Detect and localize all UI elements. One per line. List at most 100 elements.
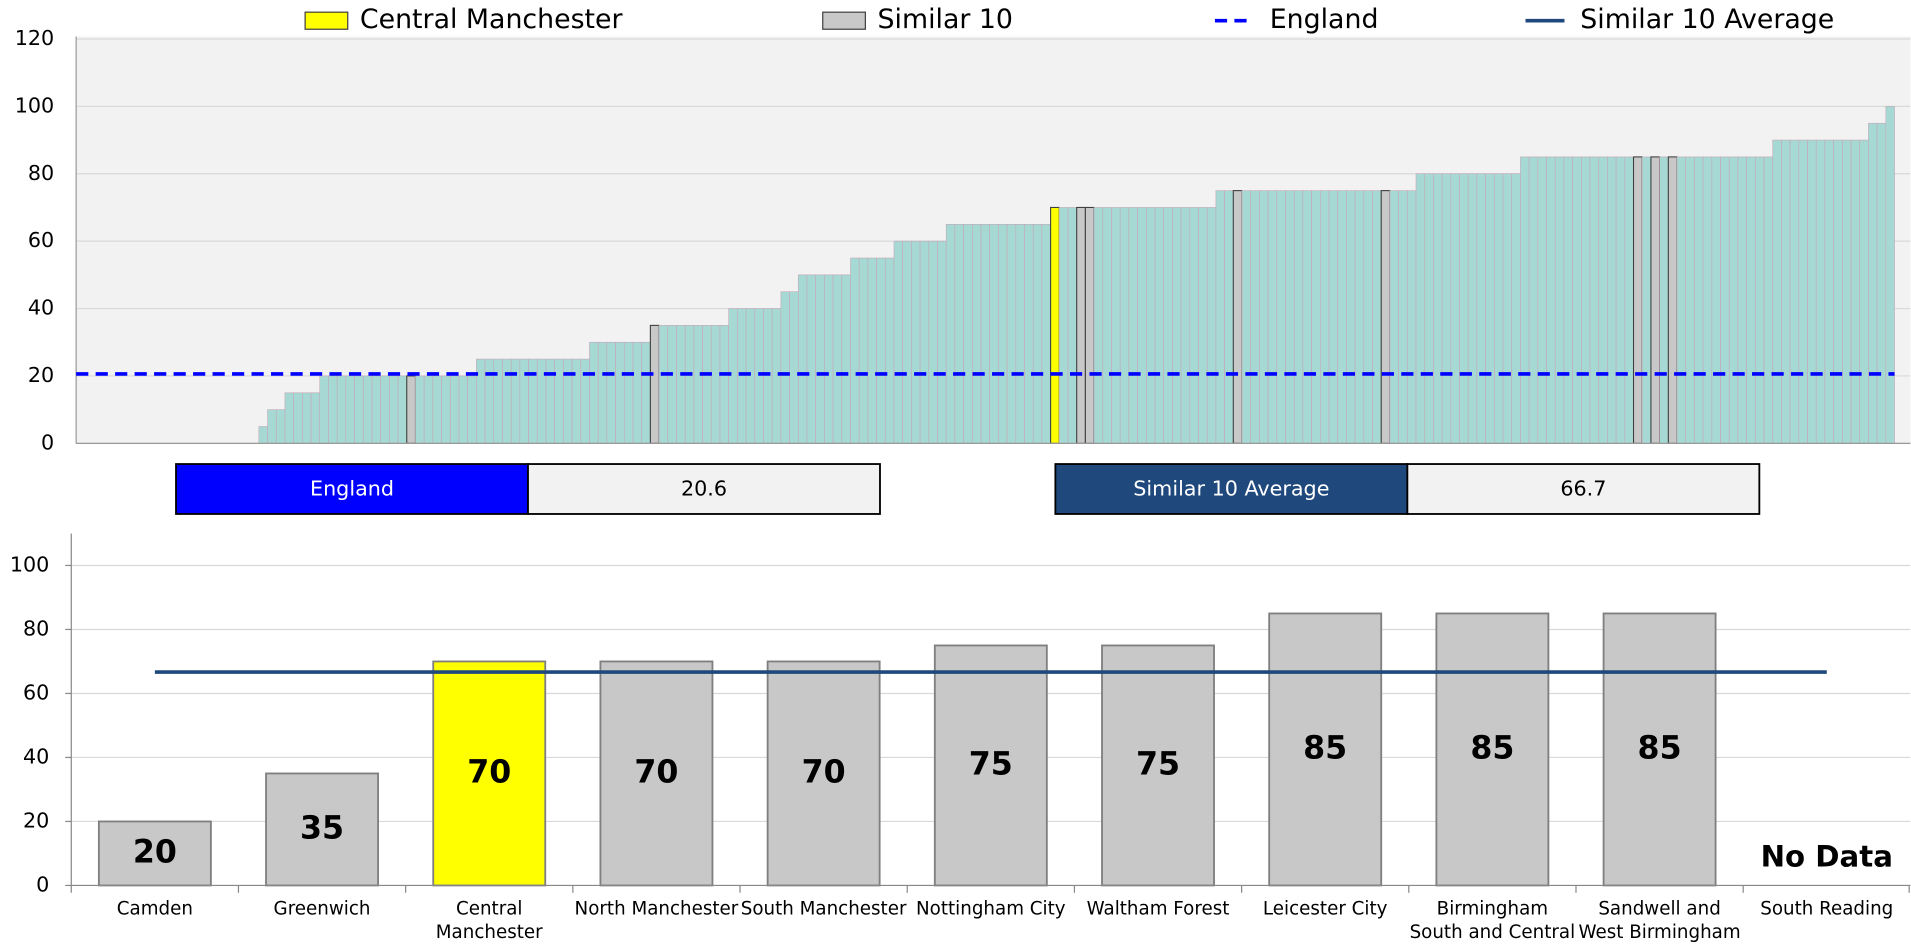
value-label: 75: [1136, 746, 1180, 782]
bar: [1459, 173, 1469, 444]
x-tick-label: Camden: [116, 897, 193, 920]
bar: [858, 257, 869, 444]
bar: [850, 257, 860, 444]
y-tick-label: 40: [28, 296, 54, 320]
value-label: 35: [300, 810, 344, 846]
top-chart: 0 20 40 60 80 100 120: [15, 26, 1911, 454]
bar: [1363, 190, 1373, 444]
bar: [1702, 156, 1713, 444]
bar: [1467, 173, 1478, 444]
bar: [632, 341, 642, 444]
legend-label: Similar 10 Average: [1580, 4, 1834, 35]
highlight-bar: [1050, 206, 1060, 444]
bar: [545, 358, 555, 444]
bar: [789, 291, 799, 444]
bar: [1450, 173, 1460, 444]
value-label: 70: [467, 754, 511, 790]
bar: [510, 358, 521, 444]
bar: [676, 325, 686, 444]
value-label: 70: [802, 754, 846, 790]
bar: [265, 772, 379, 887]
bar: [493, 358, 503, 444]
legend-label: England: [1270, 4, 1379, 35]
x-label-box: Leicester City: [1263, 898, 1388, 920]
ref-value: 66.7: [1560, 477, 1606, 501]
bar: [919, 240, 930, 444]
bar: [1137, 207, 1147, 444]
y-tick-label: 80: [23, 616, 49, 640]
bar: [623, 341, 634, 444]
bar: [1563, 156, 1573, 444]
bar: [1354, 190, 1365, 444]
legend-label: Central Manchester: [360, 4, 624, 35]
bar: [1615, 156, 1626, 444]
bar: [599, 660, 714, 887]
value-label: 85: [1303, 730, 1347, 766]
x-label-box: Central Manchester: [436, 898, 543, 943]
bar: [432, 375, 442, 444]
bar: [597, 341, 608, 444]
bar: [1250, 190, 1260, 444]
x-label-box: South Reading: [1760, 898, 1893, 920]
bar: [484, 358, 495, 444]
bar: [867, 257, 877, 444]
bar: [467, 375, 477, 444]
bar: [1537, 156, 1547, 444]
bar: [719, 325, 729, 444]
bar: [397, 375, 408, 444]
bar: [536, 358, 547, 444]
x-tick-label: South Manchester: [740, 897, 907, 920]
bar: [1772, 139, 1782, 444]
bar: [1320, 190, 1330, 444]
bottom-chart: 0 20 40 60 80 100 Camden 20 Greenwich 35 Central M…: [10, 533, 1911, 943]
x-label-box: North Manchester: [575, 898, 739, 920]
x-label-box: Sandwell and West Birmingham: [1578, 898, 1740, 943]
bar: [1789, 139, 1800, 444]
bar: [893, 240, 903, 444]
legend-swatch: [304, 11, 349, 30]
ref-name-box: [175, 463, 529, 515]
bar: [1815, 139, 1826, 444]
bar: [1885, 106, 1895, 444]
no-data-label: No Data: [1761, 840, 1893, 874]
highlight-bar: [649, 324, 660, 444]
bar: [1337, 190, 1347, 444]
bar: [1641, 156, 1652, 444]
bar: [1581, 156, 1591, 444]
value-label: 85: [1638, 730, 1682, 766]
bar: [336, 375, 347, 444]
bar: [1485, 173, 1495, 444]
y-tick-label: 40: [23, 744, 49, 768]
ref-value-box: [527, 463, 881, 515]
bar: [1685, 156, 1695, 444]
bar: [1554, 156, 1565, 444]
bar: [815, 274, 825, 444]
bar: [1746, 156, 1756, 444]
bar: [658, 325, 669, 444]
ref-name-box: [1054, 463, 1409, 515]
bar: [1259, 190, 1269, 444]
bar: [1372, 190, 1382, 444]
x-tick-label: Birmingham South and Central: [1409, 897, 1576, 943]
x-label-box: Greenwich: [274, 898, 371, 920]
y-tick-label: 100: [15, 93, 55, 117]
bar: [423, 375, 434, 444]
bar: [519, 358, 529, 444]
bar: [293, 392, 303, 444]
highlight-bar: [1667, 156, 1678, 444]
bar: [606, 341, 616, 444]
bar: [989, 224, 999, 444]
bar: [1093, 207, 1104, 444]
bar: [476, 358, 486, 444]
bar: [1346, 190, 1356, 444]
bar: [1711, 156, 1721, 444]
bar: [1111, 207, 1121, 444]
bar: [1101, 644, 1215, 887]
bar: [1241, 190, 1252, 444]
bar: [1058, 207, 1069, 444]
bar: [415, 375, 425, 444]
bar: [554, 358, 564, 444]
x-label-box: South Manchester: [740, 897, 907, 920]
value-label: 20: [133, 834, 177, 870]
